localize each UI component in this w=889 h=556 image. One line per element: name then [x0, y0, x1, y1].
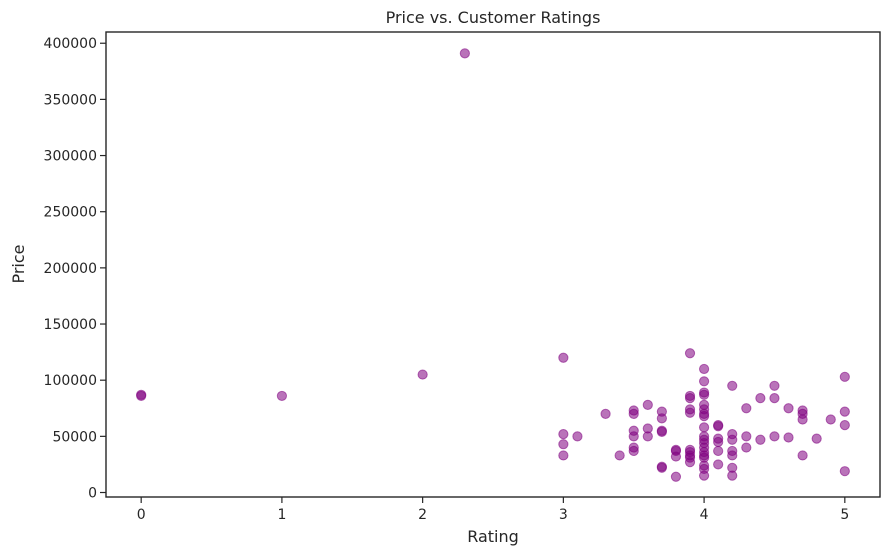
scatter-point-64 [713, 445, 724, 457]
scatter-point-41 [698, 363, 710, 375]
scatter-point-82 [783, 432, 794, 443]
scatter-point-1 [136, 390, 147, 402]
y-tick-label: 100000 [44, 373, 97, 389]
x-tick-label: 2 [418, 507, 427, 523]
scatter-point-86 [797, 450, 808, 461]
scatter-point-40 [684, 457, 696, 468]
scatter-point-20 [642, 431, 653, 442]
x-tick-label: 1 [277, 507, 286, 523]
scatter-point-72 [727, 470, 738, 481]
x-tick-label: 3 [559, 507, 568, 523]
scatter-point-35 [684, 407, 696, 418]
chart-title: Price vs. Customer Ratings [386, 8, 601, 27]
scatter-point-42 [698, 376, 710, 387]
scatter-point-44 [698, 389, 710, 400]
scatter-point-70 [727, 450, 738, 461]
scatter-point-7 [558, 439, 569, 450]
y-tick-label: 50000 [52, 429, 97, 445]
scatter-point-79 [769, 393, 780, 404]
scatter-point-11 [614, 450, 625, 461]
y-tick-label: 150000 [44, 317, 97, 333]
scatter-point-66 [727, 380, 738, 391]
points-layer [136, 48, 850, 482]
scatter-point-65 [713, 459, 724, 470]
y-axis-title: Price [9, 244, 28, 283]
scatter-point-24 [656, 426, 667, 437]
scatter-point-10 [600, 408, 611, 419]
y-tick-label: 400000 [44, 36, 97, 52]
scatter-point-68 [727, 434, 738, 445]
scatter-point-31 [684, 348, 696, 359]
scatter-point-87 [811, 433, 822, 444]
scatter-point-3 [417, 369, 428, 380]
scatter-point-92 [839, 466, 850, 477]
scatter-point-26 [656, 462, 667, 473]
scatter-point-89 [839, 371, 850, 382]
x-axis-title: Rating [467, 527, 519, 546]
scatter-point-85 [797, 414, 808, 425]
y-tick-label: 0 [88, 486, 97, 502]
scatter-point-22 [656, 413, 667, 424]
scatter-point-5 [558, 352, 569, 363]
scatter-point-8 [558, 450, 569, 461]
scatter-point-88 [825, 414, 836, 425]
scatter-point-6 [558, 429, 569, 440]
y-tick-label: 250000 [44, 205, 97, 221]
scatter-point-80 [769, 431, 780, 442]
scatter-point-9 [572, 431, 583, 442]
scatter-point-63 [713, 436, 724, 448]
y-tick-label: 300000 [44, 149, 97, 165]
y-tick-label: 200000 [44, 261, 97, 277]
scatter-point-91 [839, 420, 850, 431]
scatter-point-59 [698, 470, 710, 481]
scatter-point-90 [839, 406, 850, 417]
scatter-point-2 [276, 390, 288, 402]
scatter-point-74 [741, 431, 752, 442]
scatter-point-49 [698, 422, 710, 433]
scatter-point-15 [628, 431, 639, 442]
scatter-point-48 [698, 411, 710, 422]
scatter-point-30 [670, 471, 682, 482]
plot-area-frame [105, 31, 881, 498]
scatter-point-61 [713, 421, 724, 432]
scatter-point-33 [684, 393, 696, 404]
scatter-point-76 [755, 393, 766, 404]
y-tick-label: 350000 [44, 92, 97, 108]
scatter-point-17 [628, 445, 639, 457]
scatter-point-81 [783, 403, 794, 414]
scatter-point-18 [642, 399, 653, 410]
x-axis-ticks: 0 1 2 3 4 5 [137, 497, 849, 523]
scatter-point-75 [741, 442, 752, 453]
scatter-point-29 [670, 451, 682, 462]
scatter-point-73 [741, 403, 752, 414]
scatter-point-13 [628, 408, 639, 419]
scatter-point-78 [769, 380, 780, 391]
x-tick-label: 5 [840, 507, 849, 523]
y-axis-ticks: 0 50000 100000 150000 200000 250000 300000 3500… [44, 36, 106, 502]
x-tick-label: 4 [700, 507, 709, 523]
scatter-point-77 [755, 434, 766, 445]
x-tick-label: 0 [137, 507, 146, 523]
scatter-point-4 [459, 48, 470, 59]
